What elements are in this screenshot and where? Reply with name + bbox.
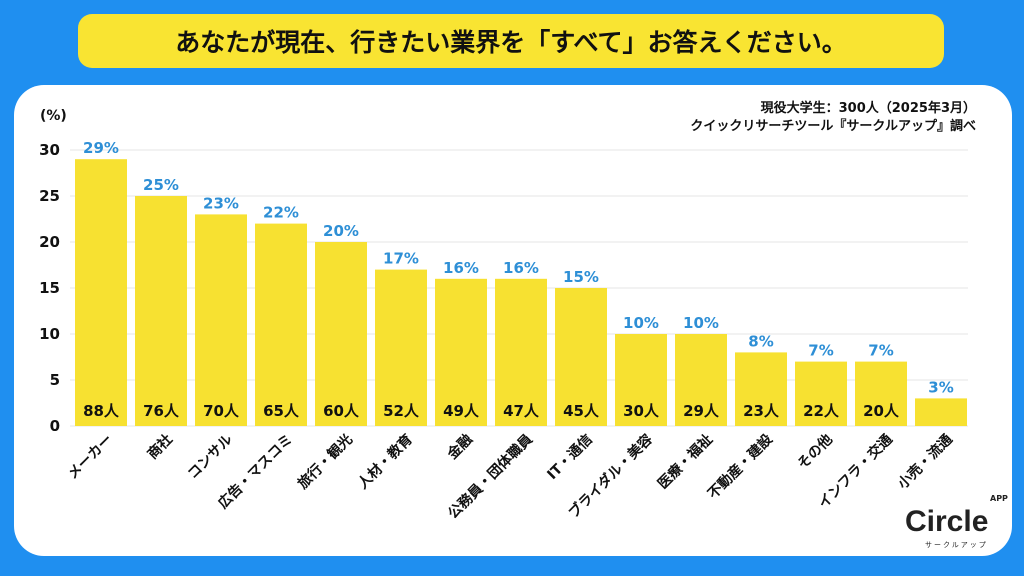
x-tick-label: 医療・福祉: [654, 431, 716, 493]
bar-count-label: 22人: [803, 402, 840, 420]
bar: [795, 361, 847, 426]
bar-percent-label: 25%: [143, 176, 179, 194]
bar-count-label: 52人: [383, 402, 420, 420]
x-tick-label: メーカー: [65, 432, 116, 483]
note-line1: 現役大学生：300人（2025年3月）: [760, 101, 976, 116]
bar-count-label: 49人: [443, 402, 480, 420]
bar: [435, 278, 487, 426]
bar: [555, 288, 607, 426]
bar-percent-label: 16%: [443, 259, 479, 277]
x-tick-label: 小売・流通: [894, 431, 956, 493]
bar-count-label: 29人: [683, 402, 720, 420]
x-tick-label: 旅行・観光: [294, 431, 356, 493]
note-line2: クイックリサーチツール『サークルアップ』調べ: [690, 119, 976, 134]
bar: [675, 334, 727, 426]
y-axis-label: (%): [40, 108, 67, 124]
bar: [75, 159, 127, 426]
bar-percent-label: 23%: [203, 194, 239, 212]
bar: [255, 223, 307, 426]
bar-percent-label: 17%: [383, 250, 419, 268]
bar: [615, 334, 667, 426]
bar-count-label: 45人: [563, 402, 600, 420]
bar: [915, 398, 967, 426]
logo-app-label: APP: [990, 494, 1008, 503]
bar-count-label: 47人: [503, 402, 540, 420]
x-tick-label: コンサル: [185, 432, 236, 483]
x-tick-label: IT・通信: [544, 431, 596, 483]
y-tick-label: 30: [39, 141, 60, 159]
bar-percent-label: 20%: [323, 222, 359, 240]
y-tick-label: 0: [50, 417, 60, 435]
bar-count-label: 70人: [203, 402, 240, 420]
y-tick-label: 10: [39, 325, 60, 343]
x-tick-label: 不動産・建設: [704, 430, 776, 502]
bar-percent-label: 7%: [868, 342, 893, 360]
bar-count-label: 65人: [263, 402, 300, 420]
bar: [495, 278, 547, 426]
bar: [195, 214, 247, 426]
bar-percent-label: 29%: [83, 139, 119, 157]
bar-count-label: 23人: [743, 402, 780, 420]
bar: [855, 361, 907, 426]
x-tick-label: その他: [794, 431, 836, 473]
logo-subtitle: サークルアップ: [925, 541, 988, 549]
bar: [735, 352, 787, 426]
survey-note: 現役大学生：300人（2025年3月） クイックリサーチツール『サークルアップ』…: [690, 100, 976, 136]
bar-count-label: 20人: [863, 402, 900, 420]
bar: [315, 242, 367, 426]
y-tick-label: 25: [39, 187, 60, 205]
bar: [375, 269, 427, 426]
bar-percent-label: 10%: [623, 314, 659, 332]
x-tick-label: 商社: [144, 431, 176, 463]
x-tick-label: 金融: [443, 431, 476, 464]
bar-percent-label: 8%: [748, 332, 773, 350]
y-tick-label: 15: [39, 279, 60, 297]
bar-percent-label: 22%: [263, 204, 299, 222]
y-tick-label: 5: [50, 371, 60, 389]
chart-title: あなたが現在、行きたい業界を「すべて」お答えください。: [78, 14, 944, 68]
bar-percent-label: 16%: [503, 259, 539, 277]
x-tick-label: 人材・教育: [354, 431, 416, 493]
bar-count-label: 30人: [623, 402, 660, 420]
bar-percent-label: 15%: [563, 268, 599, 286]
bar-percent-label: 10%: [683, 314, 719, 332]
bar: [135, 196, 187, 426]
bar-count-label: 60人: [323, 402, 360, 420]
circle-logo: Circle: [905, 505, 989, 538]
bar-count-label: 76人: [143, 402, 180, 420]
bar-count-label: 88人: [83, 402, 120, 420]
bar-percent-label: 3%: [928, 378, 953, 396]
y-tick-label: 20: [39, 233, 60, 251]
bar-percent-label: 7%: [808, 342, 833, 360]
